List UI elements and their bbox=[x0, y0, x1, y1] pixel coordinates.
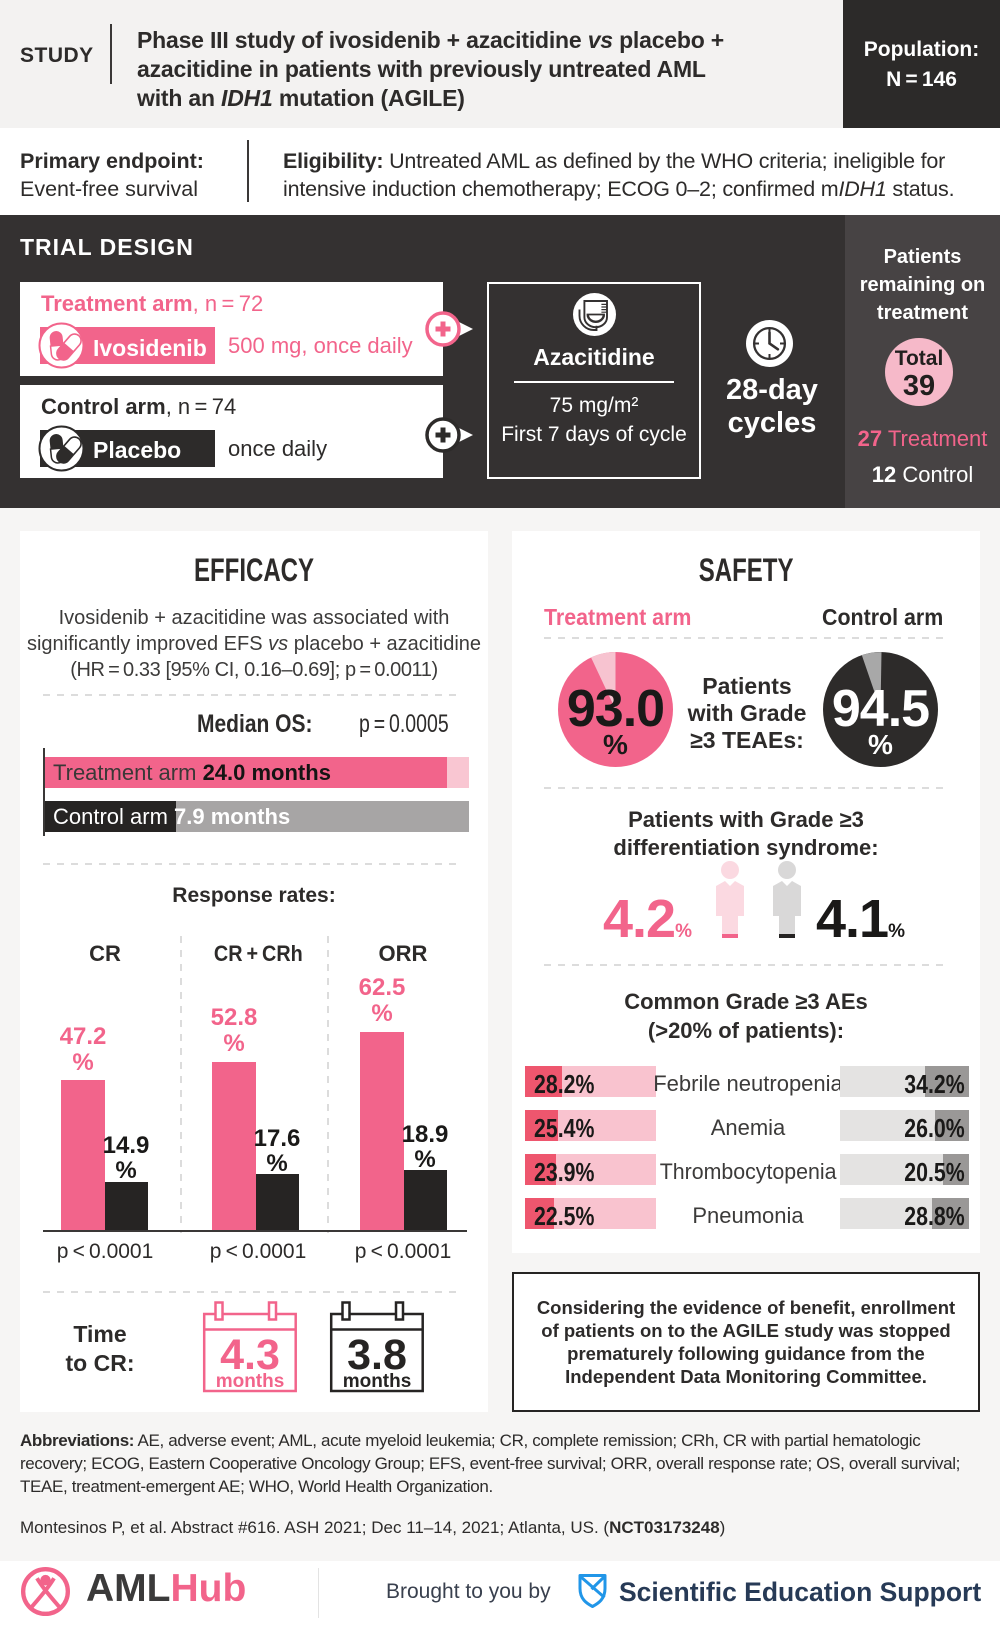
svg-text:3.8: 3.8 bbox=[347, 1331, 407, 1379]
svg-text:%: % bbox=[868, 729, 893, 760]
svg-text:%: % bbox=[603, 729, 628, 760]
svg-text:months: months bbox=[216, 1371, 285, 1392]
svg-text:months: months bbox=[343, 1371, 412, 1392]
svg-text:93.0: 93.0 bbox=[567, 680, 664, 738]
svg-text:4.3: 4.3 bbox=[220, 1331, 280, 1379]
svg-text:94.5: 94.5 bbox=[832, 680, 929, 738]
